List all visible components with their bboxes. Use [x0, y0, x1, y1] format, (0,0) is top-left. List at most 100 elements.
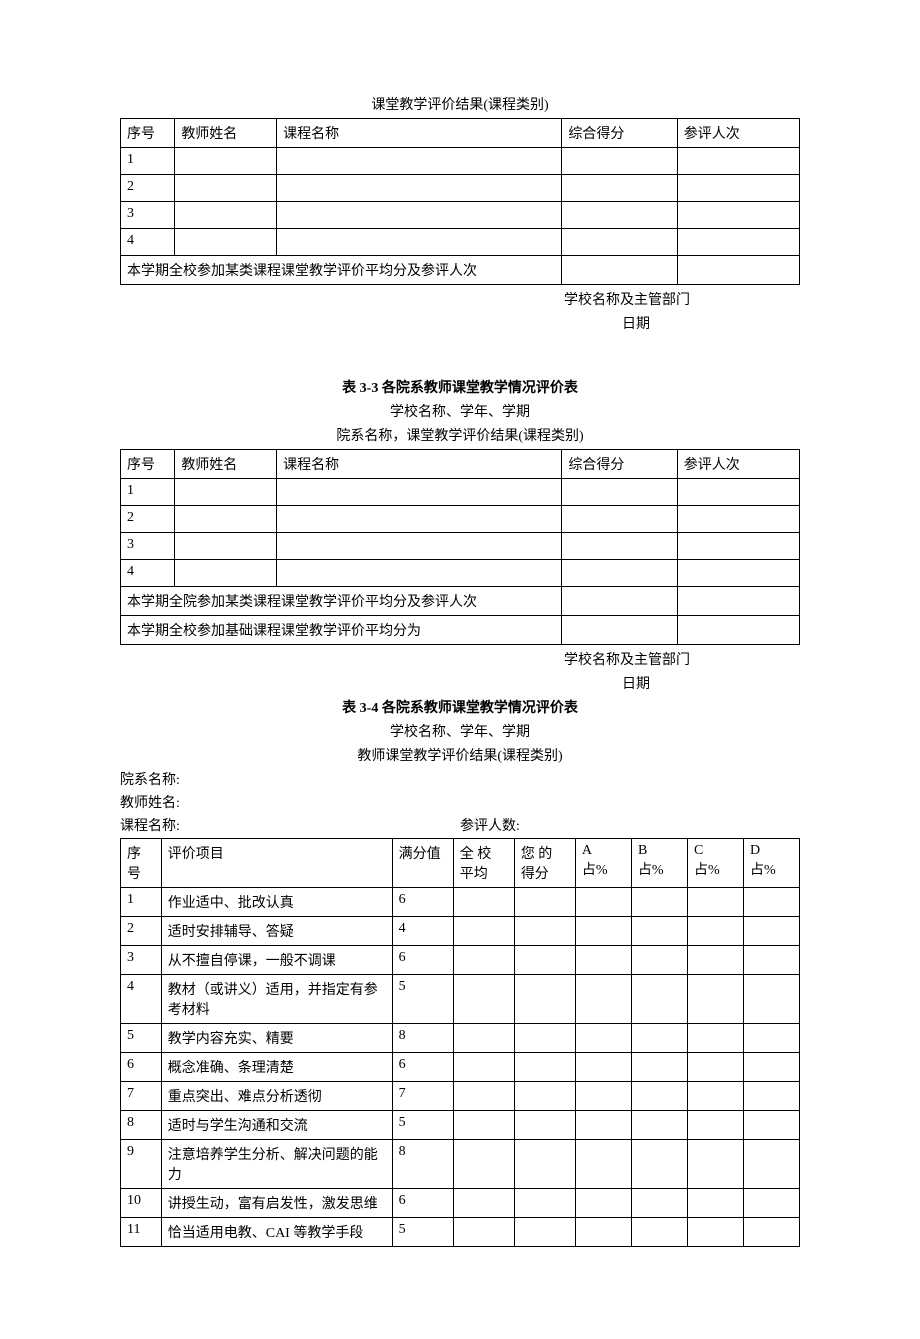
table-cell [514, 1218, 575, 1247]
table-cell [575, 946, 631, 975]
table-cell [687, 917, 743, 946]
t3-h-school: 全 校平均 [453, 839, 514, 888]
t2-f1c2 [677, 587, 799, 616]
table-cell [677, 175, 799, 202]
table2-footer-row2: 本学期全校参加基础课程课堂教学评价平均分为 [121, 616, 800, 645]
t1-h3: 综合得分 [562, 119, 677, 148]
info-course: 课程名称: [120, 815, 460, 835]
table-cell [677, 229, 799, 256]
table3-title: 表 3-4 各院系教师课堂教学情况评价表 [120, 697, 800, 717]
table-cell [175, 560, 277, 587]
seq-cell: 8 [121, 1111, 162, 1140]
table-cell [687, 1053, 743, 1082]
table-row: 11恰当适用电教、CAI 等教学手段5 [121, 1218, 800, 1247]
t3-h-c: C占% [687, 839, 743, 888]
item-cell: 适时与学生沟通和交流 [161, 1111, 392, 1140]
table-cell [514, 1082, 575, 1111]
table-cell [277, 229, 562, 256]
table-cell [453, 1189, 514, 1218]
full-cell: 5 [392, 975, 453, 1024]
table-cell [575, 1189, 631, 1218]
full-cell: 8 [392, 1140, 453, 1189]
table-row: 1作业适中、批改认真6 [121, 888, 800, 917]
t3-h-item: 评价项目 [161, 839, 392, 888]
table-cell [677, 202, 799, 229]
table3-sub1: 学校名称、学年、学期 [120, 721, 800, 741]
table-cell: 3 [121, 202, 175, 229]
table-cell [562, 148, 677, 175]
t1-signoff2: 日期 [120, 313, 800, 333]
table-cell [175, 202, 277, 229]
full-cell: 5 [392, 1111, 453, 1140]
table-cell [562, 229, 677, 256]
table-cell [743, 1053, 799, 1082]
table-cell [631, 888, 687, 917]
table-cell [743, 1082, 799, 1111]
table2-sub1: 学校名称、学年、学期 [120, 401, 800, 421]
table-cell [562, 560, 677, 587]
table-row: 3从不擅自停课，一般不调课6 [121, 946, 800, 975]
info-teacher: 教师姓名: [120, 792, 800, 812]
table-row: 3 [121, 202, 800, 229]
t3-h-b: B占% [631, 839, 687, 888]
table-cell: 2 [121, 506, 175, 533]
table-row: 4 [121, 560, 800, 587]
table-cell [687, 1218, 743, 1247]
table-cell [677, 533, 799, 560]
table-cell [743, 1111, 799, 1140]
table-cell [514, 1053, 575, 1082]
table-cell [743, 1218, 799, 1247]
item-cell: 从不擅自停课，一般不调课 [161, 946, 392, 975]
t1-signoff1: 学校名称及主管部门 [120, 289, 800, 309]
t3-h-c-l2: 占% [694, 863, 720, 878]
t3-h-your-l2: 得分 [521, 867, 549, 882]
t3-h-d-l2: 占% [750, 863, 776, 878]
table-row: 8适时与学生沟通和交流5 [121, 1111, 800, 1140]
table1-header-row: 序号 教师姓名 课程名称 综合得分 参评人次 [121, 119, 800, 148]
table-cell [453, 1218, 514, 1247]
table-row: 2适时安排辅导、答疑4 [121, 917, 800, 946]
table-cell [575, 917, 631, 946]
table-cell [743, 1140, 799, 1189]
table-cell: 2 [121, 175, 175, 202]
item-cell: 讲授生动，富有启发性，激发思维 [161, 1189, 392, 1218]
item-cell: 教学内容充实、精要 [161, 1024, 392, 1053]
table-cell [631, 946, 687, 975]
table-cell [575, 1053, 631, 1082]
table-cell [562, 202, 677, 229]
t1-h0: 序号 [121, 119, 175, 148]
seq-cell: 6 [121, 1053, 162, 1082]
seq-cell: 1 [121, 888, 162, 917]
t2-signoff2: 日期 [120, 673, 800, 693]
table-cell [687, 975, 743, 1024]
table-cell [277, 202, 562, 229]
seq-cell: 10 [121, 1189, 162, 1218]
table2-footer-row1: 本学期全院参加某类课程课堂教学评价平均分及参评人次 [121, 587, 800, 616]
table-cell [514, 946, 575, 975]
table-row: 5教学内容充实、精要8 [121, 1024, 800, 1053]
table-cell [277, 479, 562, 506]
table-cell [687, 1024, 743, 1053]
table-row: 2 [121, 175, 800, 202]
seq-cell: 5 [121, 1024, 162, 1053]
t3-h-b-l2: 占% [638, 863, 664, 878]
table-cell [514, 1189, 575, 1218]
t2-signoff1: 学校名称及主管部门 [120, 649, 800, 669]
table-row: 9注意培养学生分析、解决问题的能力8 [121, 1140, 800, 1189]
table1: 序号 教师姓名 课程名称 综合得分 参评人次 1234 本学期全校参加某类课程课… [120, 118, 800, 285]
table-cell [631, 1024, 687, 1053]
table-row: 2 [121, 506, 800, 533]
table2: 序号 教师姓名 课程名称 综合得分 参评人次 1234 本学期全院参加某类课程课… [120, 449, 800, 645]
table3-header-row: 序号 评价项目 满分值 全 校平均 您 的得分 A占% B占% C占% D占% [121, 839, 800, 888]
item-cell: 注意培养学生分析、解决问题的能力 [161, 1140, 392, 1189]
table-row: 3 [121, 533, 800, 560]
info-participants: 参评人数: [460, 815, 800, 835]
table-cell [453, 1111, 514, 1140]
table-cell [631, 1111, 687, 1140]
table-cell [562, 533, 677, 560]
full-cell: 4 [392, 917, 453, 946]
t3-h-your: 您 的得分 [514, 839, 575, 888]
t2-h1: 教师姓名 [175, 450, 277, 479]
table-cell [631, 1189, 687, 1218]
full-cell: 6 [392, 888, 453, 917]
